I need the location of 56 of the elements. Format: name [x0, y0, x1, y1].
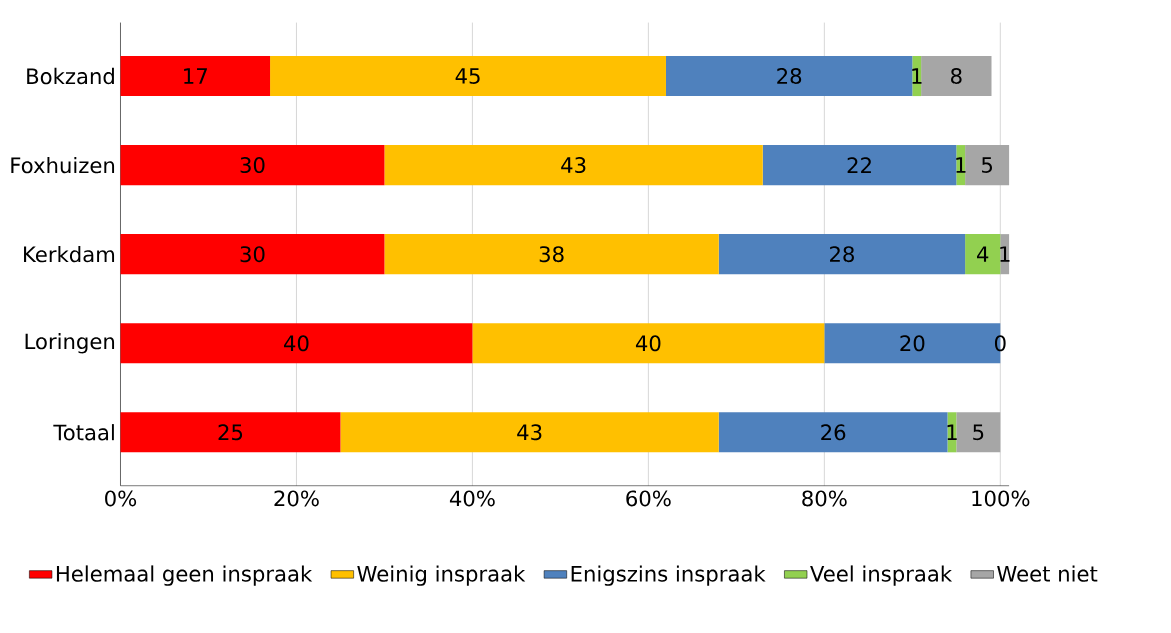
data-label: 1: [956, 157, 966, 174]
x-tick-label: 80%: [802, 490, 847, 507]
data-label: 38: [539, 246, 564, 263]
legend-label: Enigszins inspraak: [571, 565, 766, 587]
data-label: 30: [240, 246, 265, 263]
y-tick-label: Kerkdam: [24, 246, 115, 263]
data-label: 5: [982, 157, 992, 174]
x-tick-label: 40%: [449, 490, 495, 507]
bar: [718, 234, 966, 275]
x-tick-label: 100%: [972, 490, 1030, 507]
data-label: 1: [912, 68, 922, 84]
data-label: 26: [821, 424, 846, 441]
data-label: 43: [561, 157, 586, 174]
bar: [120, 323, 473, 364]
data-label: 20: [900, 335, 925, 352]
legend-label: Weet niet: [997, 565, 1098, 582]
data-label: 1: [947, 424, 957, 441]
bar: [270, 56, 666, 97]
bar: [340, 412, 719, 453]
data-label: 30: [240, 157, 265, 174]
data-label: 17: [184, 68, 207, 84]
x-tick-label: 20%: [274, 490, 319, 507]
bar: [472, 323, 825, 364]
data-label: 8: [951, 68, 962, 85]
data-label: 43: [517, 424, 542, 441]
data-label: 25: [218, 424, 243, 441]
data-label: 0: [994, 335, 1006, 352]
bar: [921, 56, 992, 97]
bar: [120, 145, 385, 186]
bar: [762, 145, 957, 186]
data-label: 45: [455, 68, 480, 85]
bar: [120, 56, 271, 97]
y-tick-label: Foxhuizen: [11, 157, 115, 174]
y-tick-label: Bokzand: [27, 68, 114, 85]
bar: [718, 412, 948, 453]
data-label: 5: [973, 424, 984, 441]
data-label: 28: [777, 68, 802, 85]
data-label: 28: [830, 246, 854, 263]
bar: [384, 145, 763, 186]
bar: [120, 234, 385, 275]
bar: [665, 56, 913, 97]
bar: [965, 234, 1001, 275]
x-tick-label: 0%: [105, 490, 137, 507]
data-label: 40: [635, 335, 661, 352]
y-tick-label: Loringen: [25, 333, 115, 354]
data-label: 4: [977, 246, 989, 263]
data-label: 40: [284, 335, 309, 352]
y-tick-label: Totaal: [53, 424, 114, 441]
data-label: 22: [847, 157, 871, 174]
legend-label: Weinig inspraak: [357, 565, 526, 587]
data-label: 1: [1000, 246, 1010, 263]
legend-label: Helemaal geen inspraak: [56, 565, 313, 587]
x-tick-label: 60%: [626, 490, 671, 507]
bar: [384, 234, 719, 275]
legend-label: Veel inspraak: [810, 565, 953, 587]
bar: [120, 412, 341, 453]
